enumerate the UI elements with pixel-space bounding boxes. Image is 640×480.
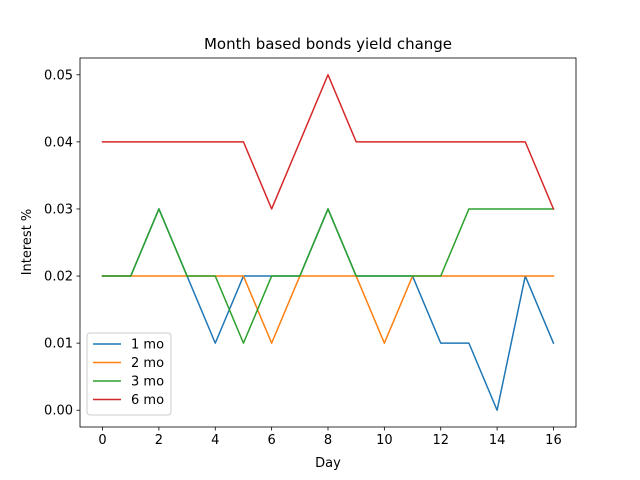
x-tick-label: 14 bbox=[489, 433, 506, 448]
y-tick-label: 0.04 bbox=[44, 135, 73, 150]
x-axis-title: Day bbox=[315, 456, 341, 471]
series-line-3 bbox=[101, 208, 555, 344]
x-tick-label: 6 bbox=[267, 433, 275, 448]
x-tick-label: 16 bbox=[545, 433, 562, 448]
x-tick-label: 0 bbox=[98, 433, 106, 448]
legend-box bbox=[86, 332, 172, 416]
plot-area bbox=[101, 74, 555, 411]
axes: 0 2 4 6 8 10 12 14 16 0.00 0.01 0.02 0.03 0.04 0.05 bbox=[44, 57, 577, 448]
series-line-4 bbox=[101, 74, 555, 210]
y-tick-label: 0.03 bbox=[44, 202, 73, 217]
x-tick-label: 10 bbox=[376, 433, 393, 448]
chart-title: Month based bonds yield change bbox=[204, 35, 452, 53]
legend-label-1: 1 mo bbox=[131, 338, 164, 353]
legend-label-4: 6 mo bbox=[131, 393, 164, 408]
x-tick-label: 8 bbox=[324, 433, 332, 448]
y-tick-label: 0.05 bbox=[44, 68, 73, 83]
legend-label-3: 3 mo bbox=[131, 375, 164, 390]
y-axis-title: Interest % bbox=[20, 209, 35, 276]
x-tick-label: 4 bbox=[211, 433, 219, 448]
x-tick-label: 12 bbox=[432, 433, 449, 448]
legend: 1 mo 2 mo 3 mo 6 mo bbox=[86, 332, 172, 416]
legend-label-2: 2 mo bbox=[131, 356, 164, 371]
series-line-2 bbox=[101, 275, 555, 344]
y-tick-label: 0.00 bbox=[44, 404, 73, 419]
y-tick-label: 0.01 bbox=[44, 337, 73, 352]
y-tick-label: 0.02 bbox=[44, 270, 73, 285]
x-tick-label: 2 bbox=[155, 433, 163, 448]
